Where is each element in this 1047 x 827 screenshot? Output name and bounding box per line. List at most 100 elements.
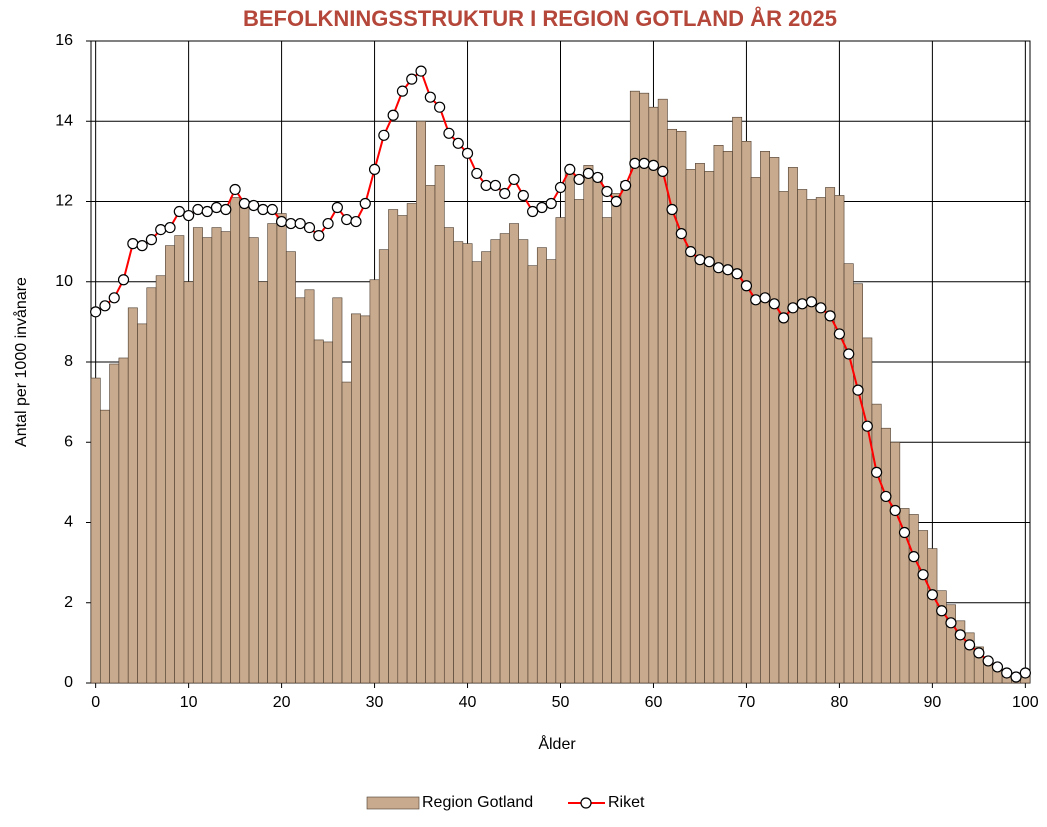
- marker: [127, 238, 139, 250]
- bar: [490, 239, 501, 684]
- marker: [675, 228, 687, 240]
- marker: [843, 348, 855, 360]
- bar: [230, 197, 241, 684]
- y-tick-label: 16: [55, 32, 73, 49]
- bar: [527, 265, 538, 684]
- marker: [666, 203, 678, 216]
- bar: [462, 243, 473, 684]
- bar: [676, 130, 687, 684]
- marker: [991, 661, 1004, 673]
- marker: [750, 294, 762, 306]
- marker: [731, 268, 743, 280]
- bar: [220, 231, 231, 684]
- x-tick-label: 50: [552, 694, 570, 711]
- marker: [415, 65, 427, 77]
- bar: [620, 181, 631, 684]
- y-tick-label: 12: [55, 193, 73, 210]
- marker: [536, 201, 548, 214]
- marker: [145, 234, 158, 246]
- bar: [741, 141, 752, 684]
- marker: [824, 310, 836, 322]
- marker: [796, 298, 808, 310]
- marker: [173, 205, 185, 218]
- bar: [778, 191, 789, 684]
- marker: [322, 217, 334, 230]
- x-tick-label: 100: [1012, 694, 1039, 711]
- bar: [341, 381, 352, 684]
- marker: [303, 221, 316, 234]
- marker: [471, 167, 483, 180]
- marker: [443, 127, 455, 139]
- marker: [313, 230, 325, 242]
- bar: [760, 151, 770, 684]
- marker: [954, 629, 966, 641]
- bar: [806, 199, 817, 684]
- marker: [815, 302, 827, 314]
- bar: [862, 337, 873, 684]
- bar: [239, 207, 250, 684]
- marker: [108, 292, 120, 304]
- marker: [508, 173, 520, 186]
- x-tick-label: 20: [273, 694, 291, 711]
- marker: [517, 189, 529, 202]
- marker: [155, 223, 167, 236]
- bar: [695, 163, 705, 684]
- marker: [945, 617, 957, 629]
- y-tick-label: 6: [64, 433, 73, 450]
- bar: [406, 203, 417, 684]
- marker: [331, 201, 343, 214]
- marker: [480, 179, 492, 192]
- bar: [146, 287, 157, 684]
- bar: [499, 233, 510, 684]
- bar: [453, 241, 464, 684]
- marker: [917, 569, 929, 581]
- marker: [192, 203, 204, 216]
- bar: [109, 363, 120, 684]
- marker: [99, 300, 111, 312]
- bar: [323, 341, 334, 684]
- y-tick-label: 14: [55, 112, 73, 129]
- marker: [527, 205, 539, 218]
- bar: [313, 339, 324, 684]
- y-tick-label: 4: [64, 514, 73, 531]
- bar: [471, 261, 482, 684]
- bar: [276, 213, 287, 684]
- legend-marker: [580, 797, 592, 809]
- bar: [99, 409, 110, 684]
- marker: [833, 328, 846, 340]
- y-tick-label: 10: [55, 273, 73, 290]
- marker: [210, 201, 223, 214]
- bar: [574, 199, 585, 684]
- marker: [908, 551, 920, 563]
- bar: [137, 323, 148, 684]
- bar: [202, 237, 213, 684]
- marker: [201, 205, 213, 218]
- marker: [619, 179, 632, 192]
- marker: [629, 157, 641, 169]
- bar: [397, 215, 408, 684]
- bar: [518, 239, 529, 684]
- marker: [963, 639, 976, 651]
- bar: [155, 275, 166, 684]
- marker: [499, 187, 511, 200]
- marker: [768, 298, 780, 310]
- marker: [973, 647, 985, 659]
- bar: [369, 279, 380, 684]
- bar: [787, 167, 798, 684]
- marker: [275, 215, 288, 228]
- marker: [982, 655, 994, 667]
- bar: [351, 313, 361, 684]
- marker: [220, 203, 232, 216]
- marker: [368, 163, 381, 175]
- marker: [601, 185, 613, 198]
- marker: [248, 199, 260, 212]
- marker: [889, 504, 901, 517]
- marker: [787, 302, 799, 314]
- x-tick-label: 40: [459, 694, 477, 711]
- bar: [750, 177, 761, 684]
- bar: [183, 281, 194, 684]
- bar: [434, 165, 445, 684]
- legend-swatch: [366, 796, 420, 810]
- bar: [769, 157, 780, 684]
- marker: [341, 213, 353, 226]
